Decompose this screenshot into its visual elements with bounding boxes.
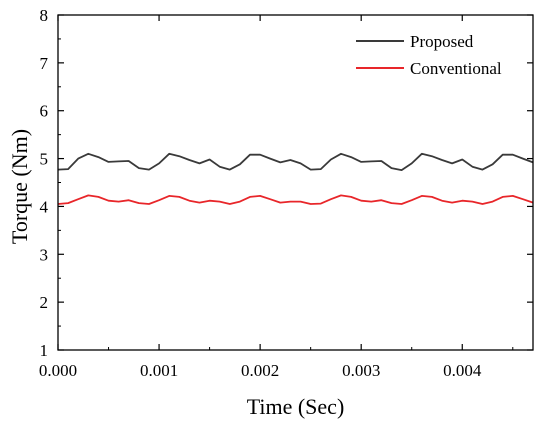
x-tick-label: 0.001 (140, 361, 178, 380)
y-axis-title: Torque (Nm) (7, 129, 32, 244)
x-tick-label: 0.004 (443, 361, 482, 380)
legend-label-conventional: Conventional (410, 59, 502, 78)
x-tick-label: 0.003 (342, 361, 380, 380)
series-layer (57, 152, 534, 205)
y-tick-label: 8 (40, 6, 49, 25)
y-tick-label: 1 (40, 341, 49, 360)
legend-label-proposed: Proposed (410, 32, 474, 51)
tick-layer: 1 2 3 4 5 6 7 8 0.000 0.001 0.002 0.003 0.004 (39, 6, 533, 380)
legend: Proposed Conventional (356, 32, 502, 78)
y-tick-label: 5 (40, 150, 49, 169)
y-tick-label: 3 (40, 245, 49, 264)
series-line-proposed (57, 152, 534, 172)
y-tick-label: 6 (40, 102, 49, 121)
y-tick-label: 7 (40, 54, 49, 73)
x-tick-label: 0.002 (241, 361, 279, 380)
x-axis-title: Time (Sec) (247, 394, 345, 419)
y-tick-label: 4 (40, 197, 49, 216)
x-tick-label: 0.000 (39, 361, 77, 380)
y-tick-label: 2 (40, 293, 49, 312)
series-line-conventional (57, 194, 534, 205)
